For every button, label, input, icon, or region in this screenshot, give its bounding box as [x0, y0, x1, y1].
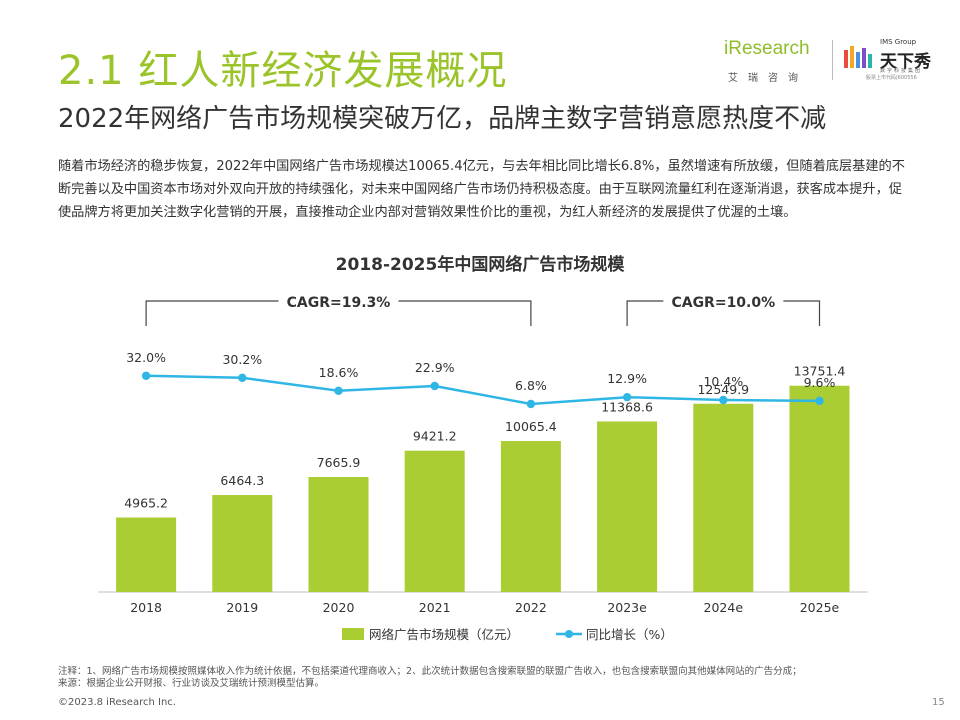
growth-label-2020: 18.6% [319, 365, 359, 380]
growth-point-2022 [526, 399, 536, 409]
cagr-label-2: CAGR=10.0% [671, 295, 775, 311]
growth-label-2024e: 10.4% [703, 374, 743, 389]
ims-stock-code: 股票上市代码|600556 [866, 75, 917, 81]
legend-line-marker [565, 630, 573, 638]
x-tick-label-2021: 2021 [419, 600, 451, 615]
x-tick-label-2020: 2020 [323, 600, 355, 615]
iresearch-logo-cn: 艾瑞咨询 [728, 73, 808, 84]
growth-label-2025e: 9.6% [804, 375, 836, 390]
chart-title: 2018-2025年中国网络广告市场规模 [335, 255, 625, 275]
cagr-label-1: CAGR=19.3% [287, 295, 391, 311]
logo-divider [832, 40, 833, 80]
growth-label-2023e: 12.9% [607, 371, 647, 386]
bar-2023e [597, 421, 658, 592]
growth-label-2019: 30.2% [222, 352, 262, 367]
growth-point-2021 [430, 381, 439, 391]
cagr-bracket-left-2 [626, 300, 664, 326]
x-tick-label-2018: 2018 [130, 600, 162, 615]
bar-2025e [789, 385, 850, 592]
growth-point-2018 [141, 371, 151, 380]
bar-2022 [500, 441, 561, 592]
page-title: 2.1 红人新经济发展概况 [58, 48, 508, 94]
growth-point-2019 [238, 373, 247, 382]
ims-group-label: IMS Group [880, 38, 917, 46]
bar-2020 [308, 477, 369, 592]
logo-area: iResearch 艾瑞咨询 IMS Group 天下秀 数字科技集团 股票上市… [722, 38, 942, 90]
cagr-bracket-right-1 [398, 300, 532, 326]
bar-value-label-2024e: 12549.9 [697, 382, 749, 397]
growth-point-2020 [334, 386, 343, 395]
bar-value-label-2020: 7665.9 [317, 455, 361, 470]
bar-value-label-2019: 6464.3 [220, 473, 264, 488]
x-tick-label-2019: 2019 [226, 600, 258, 615]
cagr-bracket-left-1 [145, 300, 279, 326]
ims-brand-tagline: 数字科技集团 [880, 68, 923, 74]
growth-label-2021: 22.9% [415, 360, 455, 375]
growth-point-2024e [719, 395, 728, 405]
growth-rate-line [146, 374, 820, 406]
bar-2024e [693, 403, 754, 592]
x-tick-label-2025e: 2025e [800, 600, 840, 615]
iresearch-logo: iResearch [724, 38, 810, 59]
cagr-bracket-right-2 [783, 300, 821, 326]
ims-brand-name: 天下秀 [880, 52, 931, 72]
x-tick-label-2023e: 2023e [607, 600, 647, 615]
bar-2021 [404, 450, 465, 592]
ims-logo-icon [844, 46, 872, 68]
legend-bar-label: 网络广告市场规模（亿元） [369, 627, 519, 642]
x-tick-label-2022: 2022 [515, 600, 547, 615]
footnote-source: 来源：根据企业公开财报、行业访谈及艾瑞统计预测模型估算。 [58, 678, 325, 689]
bar-value-label-2022: 10065.4 [505, 419, 557, 434]
bar-value-label-2023e: 11368.6 [601, 399, 653, 414]
growth-label-2018: 32.0% [126, 350, 166, 365]
bar-2019 [212, 495, 273, 592]
bar-value-label-2021: 9421.2 [413, 429, 457, 444]
page-subtitle: 2022年网络广告市场规模突破万亿，品牌主数字营销意愿热度不减 [58, 104, 827, 134]
footnote-note: 注释：1、网络广告市场规模按照媒体收入作为统计依据，不包括渠道代理商收入；2、此… [58, 666, 802, 677]
footnote: 注释：1、网络广告市场规模按照媒体收入作为统计依据，不包括渠道代理商收入；2、此… [58, 666, 918, 690]
bar-value-label-2018: 4965.2 [124, 496, 168, 511]
growth-point-2023e [622, 392, 632, 402]
bar-2018 [116, 517, 177, 592]
bar-value-label-2025e: 13751.4 [794, 364, 846, 379]
x-tick-label-2024e: 2024e [704, 600, 744, 615]
legend-line-label: 同比增长（%） [586, 627, 673, 642]
copyright: ©2023.8 iResearch Inc. [58, 697, 176, 708]
intro-paragraph: 随着市场经济的稳步恢复，2022年中国网络广告市场规模达10065.4亿元，与去… [58, 159, 905, 220]
growth-label-2022: 6.8% [515, 378, 547, 393]
legend-bar-swatch [342, 628, 364, 640]
page-number: 15 [932, 697, 945, 708]
growth-point-2025e [815, 396, 824, 406]
